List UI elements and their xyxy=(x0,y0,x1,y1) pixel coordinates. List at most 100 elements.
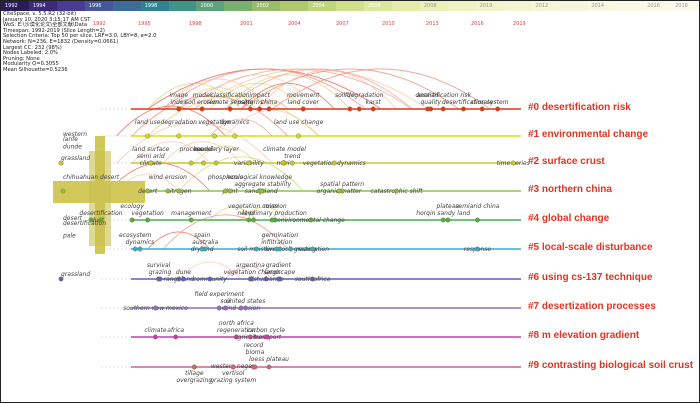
cluster-label-3[interactable]: #3 northern china xyxy=(528,184,612,195)
keyword-node[interactable] xyxy=(440,106,446,112)
time-bar-segment: 2010 xyxy=(475,1,504,11)
keyword-node[interactable] xyxy=(145,133,151,139)
keyword-node[interactable] xyxy=(460,106,466,112)
keyword-node[interactable] xyxy=(199,106,205,112)
keyword-node[interactable] xyxy=(222,305,228,311)
keyword-node[interactable] xyxy=(137,246,143,252)
keyword-node[interactable] xyxy=(145,188,151,194)
keyword-node[interactable] xyxy=(230,364,236,370)
keyword-node[interactable] xyxy=(277,276,283,282)
keyword-node[interactable] xyxy=(254,246,260,252)
keyword-node[interactable] xyxy=(266,106,272,112)
cluster-label-8[interactable]: #8 m elevation gradient xyxy=(528,330,640,341)
keyword-node[interactable] xyxy=(479,106,485,112)
keyword-node[interactable] xyxy=(310,276,316,282)
keyword-node[interactable] xyxy=(445,217,451,223)
keyword-node[interactable] xyxy=(246,217,252,223)
keyword-node[interactable] xyxy=(296,133,302,139)
keyword-node[interactable] xyxy=(246,160,252,166)
keyword-node[interactable] xyxy=(227,188,233,194)
keyword-node[interactable] xyxy=(370,106,376,112)
keyword-node[interactable] xyxy=(336,188,342,194)
keyword-node[interactable] xyxy=(356,106,362,112)
keyword-node[interactable] xyxy=(269,217,275,223)
keyword-node[interactable] xyxy=(274,246,280,252)
cluster-label-5[interactable]: #5 local-scale disturbance xyxy=(528,242,653,253)
keyword-node[interactable] xyxy=(180,276,186,282)
keyword-node[interactable] xyxy=(176,106,182,112)
keyword-node[interactable] xyxy=(250,217,256,223)
co-citation-arc xyxy=(162,68,366,110)
keyword-node[interactable] xyxy=(58,276,64,282)
keyword-node[interactable] xyxy=(394,188,400,194)
keyword-node[interactable] xyxy=(308,217,314,223)
keyword-node[interactable] xyxy=(173,334,179,340)
keyword-node[interactable] xyxy=(207,276,213,282)
keyword-node[interactable] xyxy=(222,188,228,194)
keyword-node[interactable] xyxy=(176,276,182,282)
cluster-label-4[interactable]: #4 global change xyxy=(528,213,610,224)
keyword-node[interactable] xyxy=(60,188,66,194)
keyword-label: bioma xyxy=(246,349,265,356)
keyword-node[interactable] xyxy=(440,217,446,223)
keyword-node[interactable] xyxy=(300,106,306,112)
keyword-node[interactable] xyxy=(152,334,158,340)
keyword-node[interactable] xyxy=(238,305,244,311)
keyword-node[interactable] xyxy=(474,246,480,252)
cluster-label-9[interactable]: #9 contrasting biological soil crust xyxy=(528,360,694,371)
keyword-label: soil xyxy=(220,298,230,305)
keyword-node[interactable] xyxy=(264,334,270,340)
keyword-node[interactable] xyxy=(216,305,222,311)
keyword-node[interactable] xyxy=(263,276,269,282)
keyword-node[interactable] xyxy=(227,106,233,112)
keyword-node[interactable] xyxy=(257,106,263,112)
keyword-node[interactable] xyxy=(249,276,255,282)
cluster-label-2[interactable]: #2 surface crust xyxy=(528,156,605,167)
keyword-node[interactable] xyxy=(199,246,205,252)
keyword-node[interactable] xyxy=(288,246,294,252)
keyword-node[interactable] xyxy=(129,217,135,223)
keyword-node[interactable] xyxy=(188,160,194,166)
keyword-node[interactable] xyxy=(495,106,501,112)
keyword-node[interactable] xyxy=(510,160,516,166)
keyword-node[interactable] xyxy=(266,364,272,370)
keyword-node[interactable] xyxy=(258,188,264,194)
keyword-node[interactable] xyxy=(289,160,295,166)
keyword-node[interactable] xyxy=(213,160,219,166)
keyword-node[interactable] xyxy=(347,106,353,112)
keyword-node[interactable] xyxy=(98,217,104,223)
keyword-node[interactable] xyxy=(132,246,138,252)
keyword-node[interactable] xyxy=(157,276,163,282)
keyword-node[interactable] xyxy=(212,133,218,139)
keyword-node[interactable] xyxy=(428,106,434,112)
keyword-node[interactable] xyxy=(188,217,194,223)
keyword-node[interactable] xyxy=(243,305,249,311)
keyword-node[interactable] xyxy=(247,334,253,340)
info-line: Selection Criteria: Top 50 per slice, LR… xyxy=(3,33,157,40)
keyword-node[interactable] xyxy=(232,133,238,139)
keyword-label: system xyxy=(487,99,509,106)
keyword-node[interactable] xyxy=(165,188,171,194)
cluster-label-6[interactable]: #6 using cs-137 technique xyxy=(528,272,653,283)
keyword-node[interactable] xyxy=(310,246,316,252)
keyword-node[interactable] xyxy=(176,133,182,139)
keyword-node[interactable] xyxy=(247,106,253,112)
keyword-node[interactable] xyxy=(474,217,480,223)
keyword-node[interactable] xyxy=(88,217,94,223)
cluster-label-7[interactable]: #7 desertization processes xyxy=(528,301,656,312)
keyword-label: land surface xyxy=(132,146,169,153)
keyword-node[interactable] xyxy=(233,334,239,340)
keyword-node[interactable] xyxy=(331,160,337,166)
cluster-label-1[interactable]: #1 environmental change xyxy=(528,129,649,140)
cluster-label-0[interactable]: #0 desertification risk xyxy=(528,102,631,113)
keyword-node[interactable] xyxy=(201,160,207,166)
cluster-lanes xyxy=(53,108,521,368)
keyword-node[interactable] xyxy=(152,305,158,311)
keyword-node[interactable] xyxy=(58,160,64,166)
keyword-node[interactable] xyxy=(252,364,258,370)
keyword-node[interactable] xyxy=(191,364,197,370)
keyword-node[interactable] xyxy=(148,160,154,166)
keyword-node[interactable] xyxy=(145,217,151,223)
keyword-node[interactable] xyxy=(280,160,286,166)
keyword-node[interactable] xyxy=(176,188,182,194)
